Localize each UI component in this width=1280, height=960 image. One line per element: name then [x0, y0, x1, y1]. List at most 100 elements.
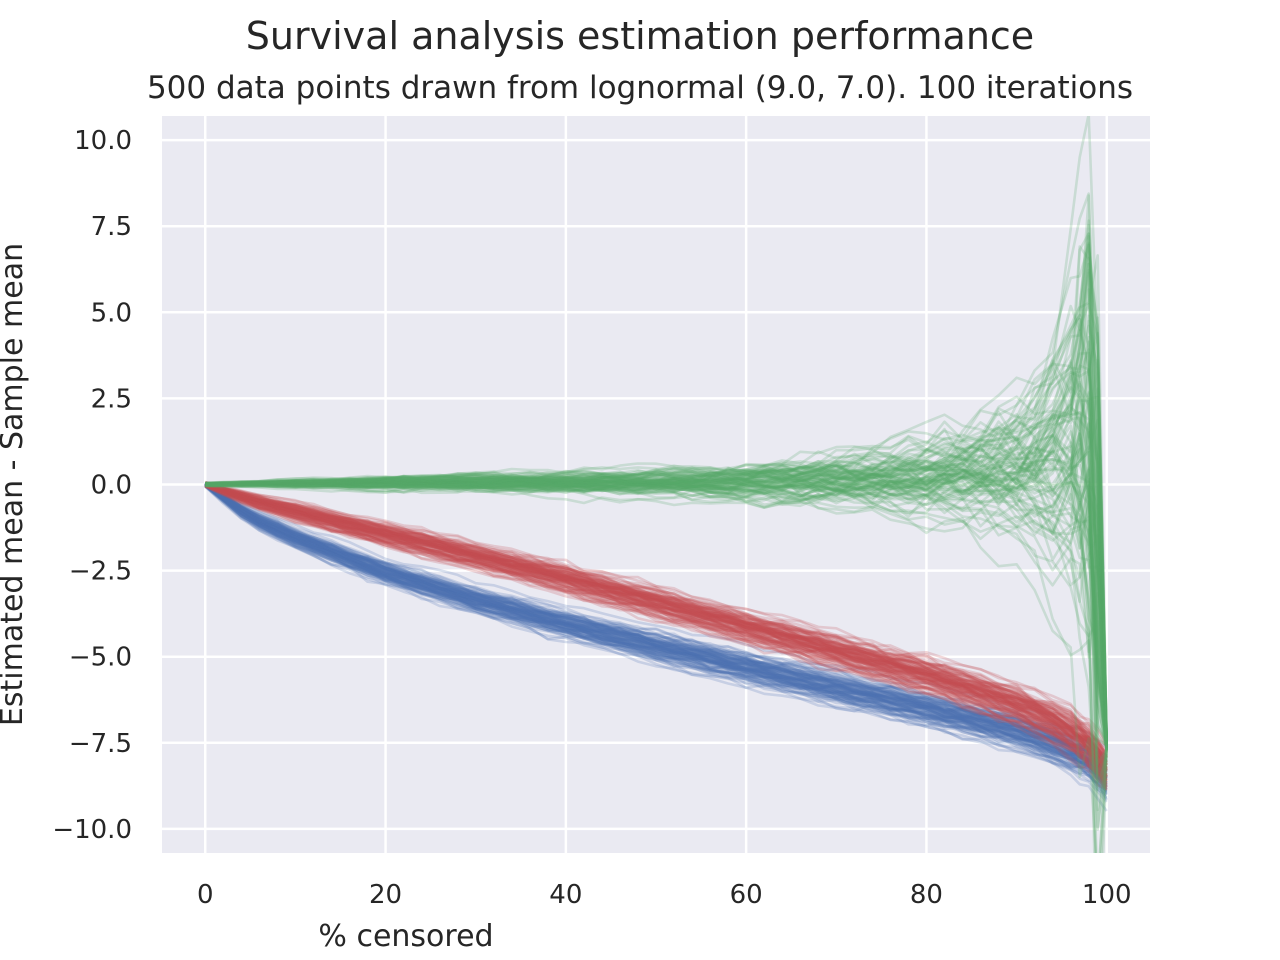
series-line: [204, 482, 1108, 759]
series-line: [204, 483, 1108, 764]
series-line: [204, 482, 1108, 773]
series-line: [205, 313, 1108, 743]
series-line: [204, 483, 1108, 780]
series-line: [205, 461, 1108, 791]
series-line: [205, 424, 1108, 748]
series-line: [204, 482, 1107, 769]
series-line: [205, 406, 1108, 746]
series-line: [204, 483, 1108, 776]
series-line: [204, 483, 1108, 772]
series-line: [204, 482, 1108, 771]
series-line: [204, 484, 1108, 784]
series-line: [205, 434, 1108, 746]
series-line: [204, 483, 1108, 781]
series-line: [205, 430, 1108, 745]
series-line: [204, 483, 1108, 786]
series-line: [204, 484, 1108, 790]
series-line: [204, 480, 1108, 748]
series-line: [204, 484, 1108, 784]
y-tick-label: 0.0: [91, 471, 132, 501]
series-line: [204, 482, 1108, 767]
series-line: [205, 435, 1108, 743]
series-line: [204, 483, 1108, 777]
series-line: [204, 481, 1108, 758]
x-axis-label: % censored: [318, 919, 493, 954]
series-line: [204, 483, 1108, 773]
series-line: [204, 483, 1108, 769]
y-tick-label: 5.0: [91, 298, 132, 328]
series-line: [204, 482, 1108, 771]
series-line: [204, 483, 1108, 769]
series-line: [205, 116, 1108, 738]
y-tick-label: −5.0: [69, 643, 132, 673]
series-line: [204, 483, 1108, 776]
series-line: [205, 450, 1108, 747]
series-line: [204, 484, 1108, 778]
series-line: [204, 482, 1108, 765]
x-tick-label: 40: [549, 880, 582, 910]
series-line: [204, 481, 1108, 757]
series-line: [204, 481, 1108, 762]
series-line: [204, 482, 1108, 774]
series-line: [205, 472, 1108, 747]
series-line: [205, 441, 1108, 752]
series-line: [204, 483, 1108, 771]
series-line: [204, 482, 1108, 761]
series-line: [205, 481, 1108, 753]
series-line: [204, 482, 1108, 771]
series-line: [204, 482, 1108, 769]
y-tick-label: 10.0: [74, 126, 132, 156]
chart-subtitle: 500 data points drawn from lognormal (9.…: [146, 70, 1134, 106]
series-line: [204, 481, 1108, 758]
series-line: [205, 432, 1108, 750]
series-line: [204, 484, 1108, 779]
y-tick-label: −7.5: [69, 729, 132, 759]
series-line: [204, 482, 1108, 762]
series-line: [205, 443, 1108, 747]
series-line: [204, 484, 1108, 786]
series-line: [204, 482, 1108, 758]
series-line: [204, 482, 1108, 772]
series-line: [205, 414, 1108, 765]
series-line: [204, 482, 1108, 763]
series-line: [204, 483, 1108, 772]
series-line: [204, 484, 1108, 787]
series-line: [204, 484, 1108, 795]
series-line: [204, 482, 1108, 769]
series-line: [205, 445, 1108, 750]
series-line: [205, 243, 1108, 740]
series-line: [204, 483, 1108, 781]
series-line: [205, 439, 1108, 747]
series-line: [204, 484, 1108, 779]
series-line: [204, 482, 1108, 774]
series-line: [204, 482, 1108, 778]
series-line: [204, 484, 1108, 784]
series-line: [205, 423, 1108, 747]
series-line: [205, 316, 1108, 744]
series-line: [205, 390, 1108, 748]
series-line: [205, 369, 1108, 744]
series-line: [204, 484, 1108, 781]
series-line: [204, 484, 1108, 782]
series-line: [204, 483, 1108, 778]
series-line: [204, 483, 1108, 781]
series-line: [204, 483, 1108, 770]
series-line: [204, 482, 1108, 767]
series-line: [204, 482, 1108, 769]
series-line: [205, 223, 1108, 740]
series-line: [204, 484, 1108, 785]
series-line: [204, 484, 1108, 796]
series-lines: [204, 116, 1108, 853]
series-line: [204, 484, 1108, 790]
series-line: [204, 483, 1108, 766]
series-line: [204, 483, 1108, 764]
series-line: [205, 477, 1108, 751]
series-line: [205, 271, 1108, 745]
series-line: [205, 481, 1108, 751]
series-line: [204, 483, 1108, 780]
series-line: [204, 485, 1108, 792]
series-line: [204, 483, 1108, 770]
series-line: [204, 482, 1108, 763]
series-line: [204, 485, 1108, 801]
